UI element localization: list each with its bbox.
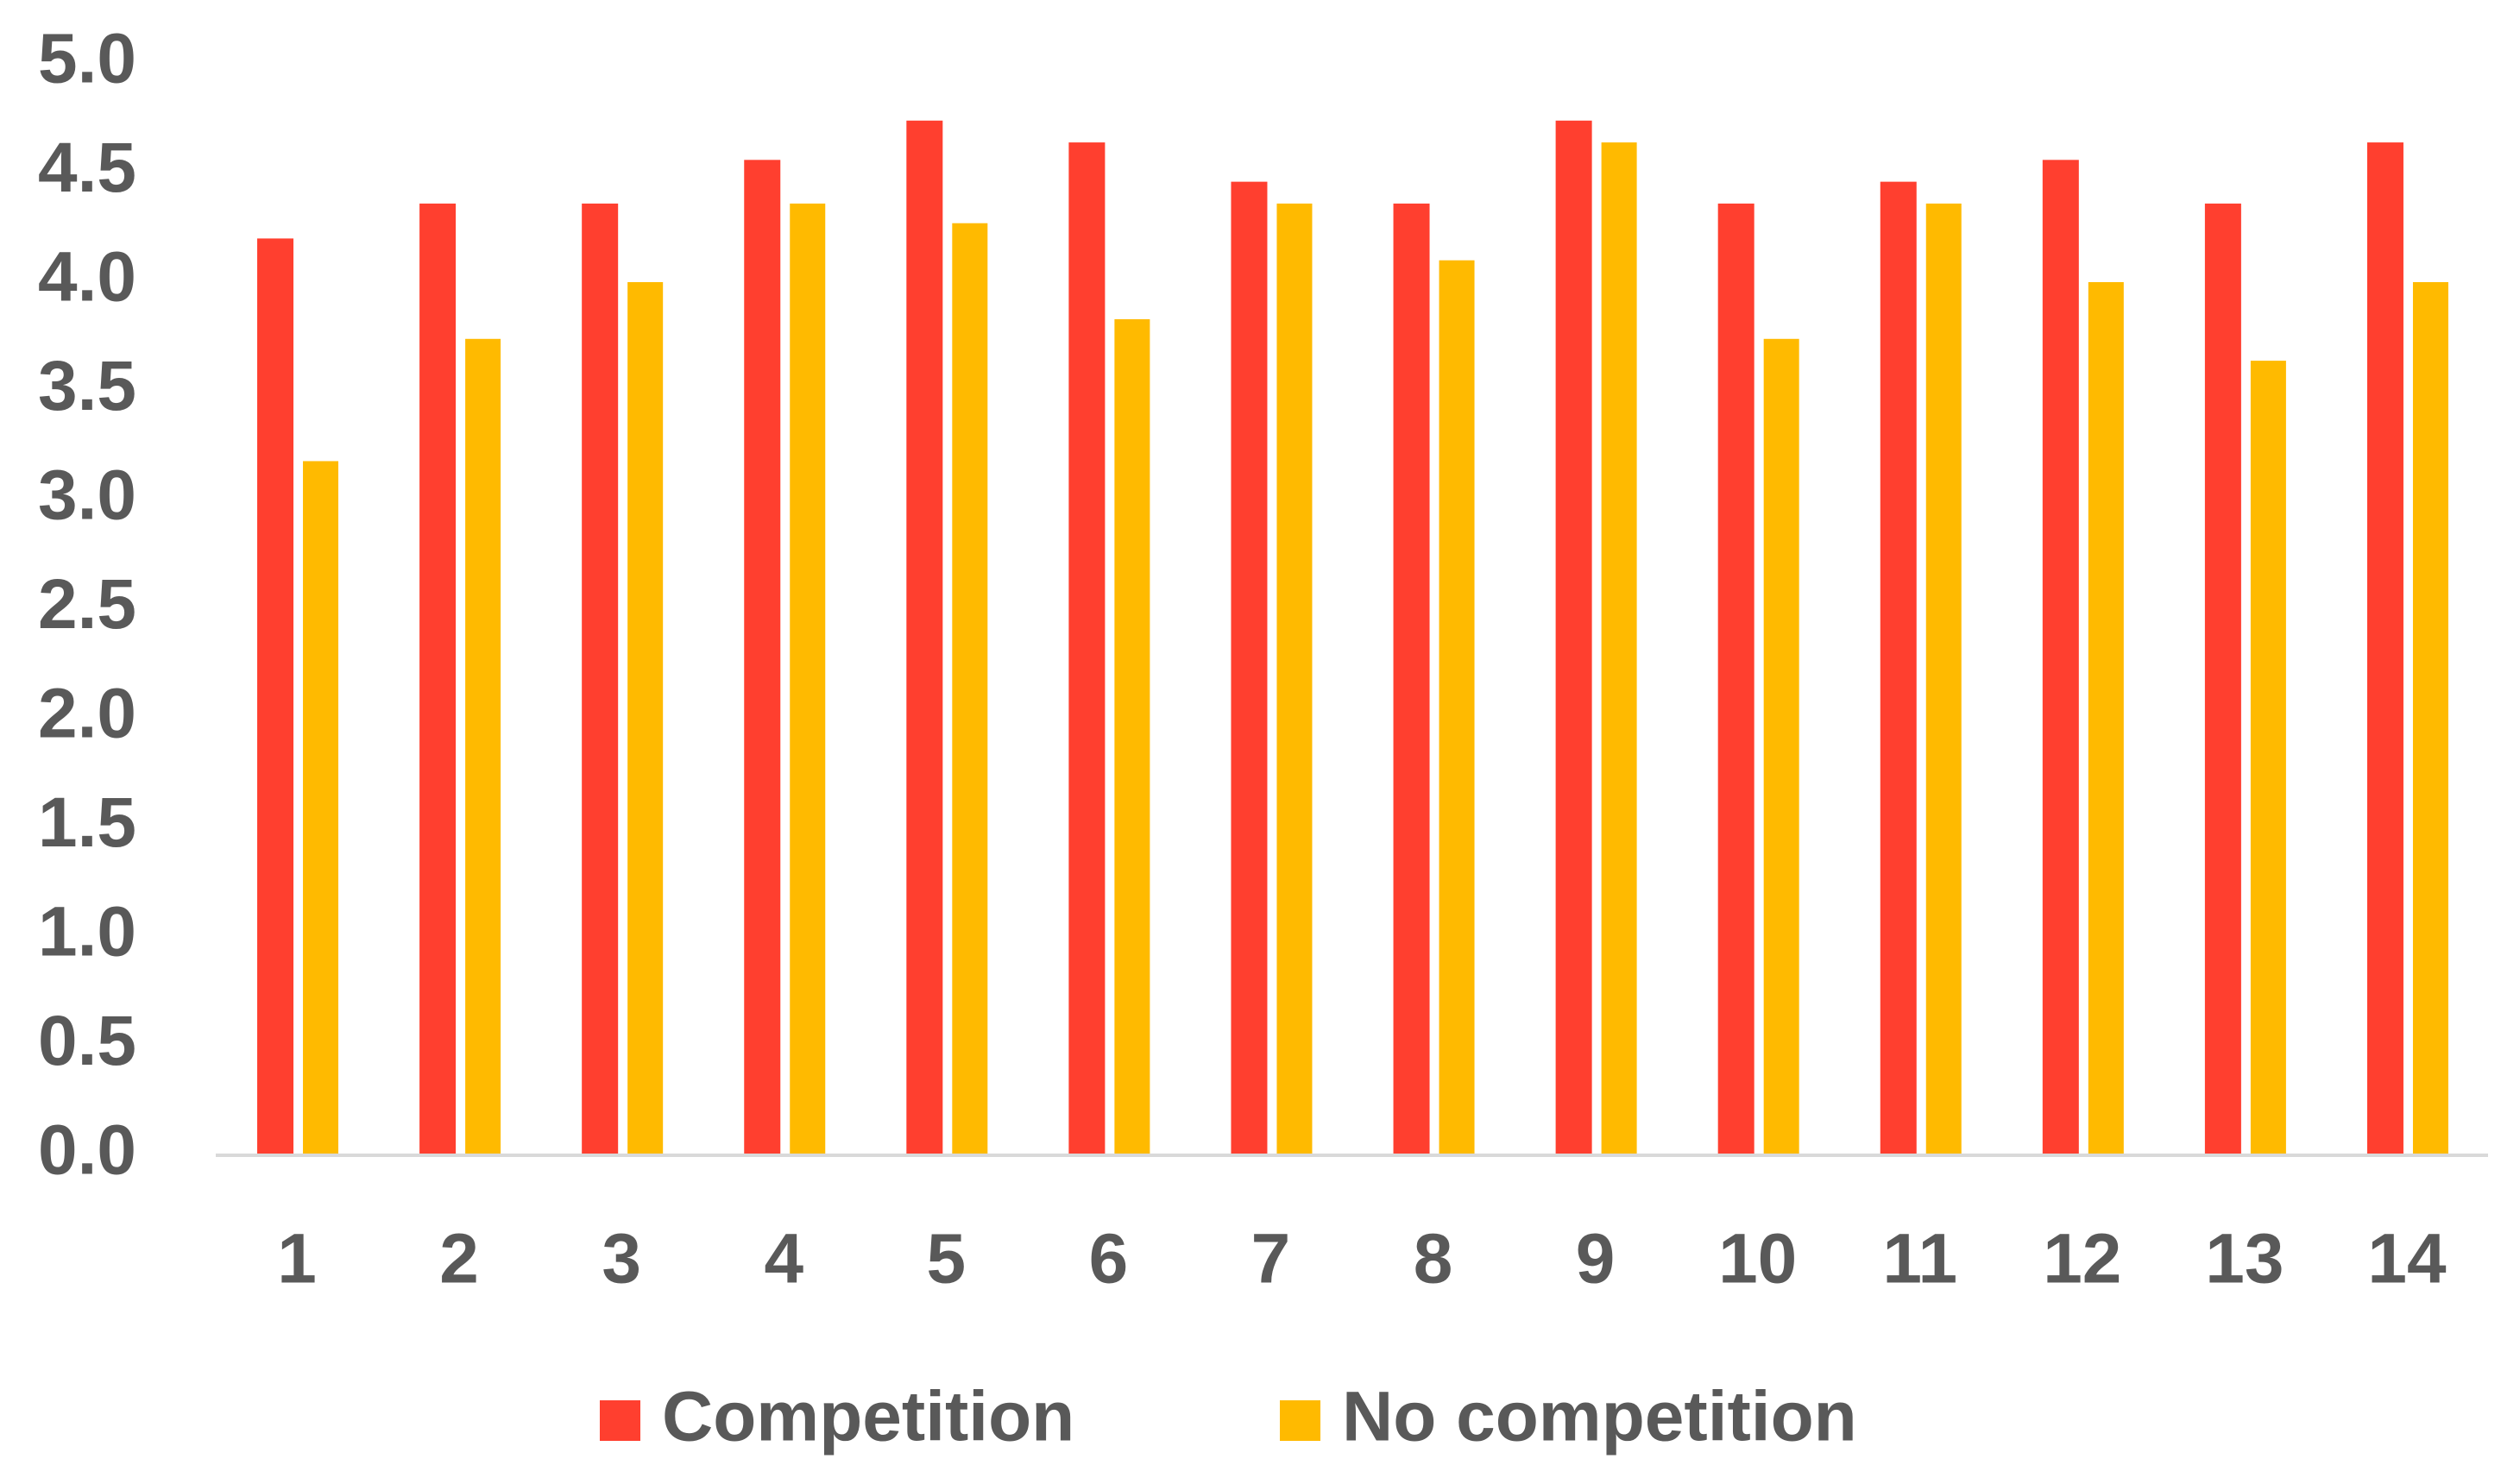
bar — [1717, 203, 1754, 1155]
bar — [303, 461, 339, 1155]
y-tick-label: 1.5 — [38, 783, 136, 862]
y-tick-label: 2.0 — [38, 675, 136, 753]
x-tick-label: 6 — [1089, 1220, 1129, 1298]
bar — [1763, 338, 1799, 1155]
bar — [1555, 120, 1592, 1155]
bar — [906, 120, 943, 1155]
bar — [2250, 361, 2286, 1156]
x-tick-label: 2 — [439, 1220, 479, 1298]
x-tick-label: 14 — [2367, 1220, 2447, 1298]
bar — [2366, 142, 2403, 1156]
x-tick-label: 5 — [927, 1220, 967, 1298]
bar — [2412, 282, 2448, 1155]
bar — [1601, 142, 1637, 1156]
bar — [744, 160, 781, 1155]
bar — [2088, 282, 2124, 1155]
y-tick-label: 5.0 — [38, 20, 136, 98]
y-tick-label: 2.5 — [38, 565, 136, 644]
x-tick-label: 4 — [764, 1220, 803, 1298]
bar — [1231, 181, 1268, 1155]
x-tick-label: 13 — [2205, 1220, 2284, 1298]
x-tick-label: 8 — [1414, 1220, 1453, 1298]
bar — [1114, 319, 1150, 1155]
x-tick-label: 3 — [602, 1220, 641, 1298]
y-tick-label: 3.0 — [38, 456, 136, 535]
x-tick-label: 11 — [1882, 1220, 1957, 1298]
y-tick-label: 4.0 — [38, 238, 136, 317]
bar — [1439, 260, 1475, 1156]
x-tick-label: 7 — [1251, 1220, 1291, 1298]
bar — [2042, 160, 2079, 1155]
x-tick-label: 12 — [2043, 1220, 2121, 1298]
bar — [582, 203, 619, 1155]
bar — [2204, 203, 2241, 1155]
x-tick-label: 10 — [1718, 1220, 1797, 1298]
bar — [1880, 181, 1917, 1155]
bar — [1276, 203, 1313, 1155]
y-tick-label: 0.5 — [38, 1002, 136, 1080]
x-tick-label: 1 — [277, 1220, 317, 1298]
bar — [1068, 142, 1106, 1156]
bar — [627, 282, 664, 1155]
bar — [257, 238, 294, 1155]
x-tick-label: 9 — [1576, 1220, 1616, 1298]
y-tick-label: 4.5 — [38, 129, 136, 207]
legend-label: No competition — [1342, 1378, 1857, 1456]
bar — [419, 203, 457, 1155]
bar — [952, 223, 988, 1156]
y-tick-label: 3.5 — [38, 347, 136, 425]
y-tick-label: 0.0 — [38, 1111, 136, 1190]
bar — [1393, 203, 1430, 1155]
y-tick-label: 1.0 — [38, 893, 136, 972]
bar — [465, 338, 501, 1155]
bar — [790, 203, 826, 1155]
legend-swatch — [600, 1400, 640, 1441]
legend-swatch — [1280, 1400, 1320, 1441]
legend-label: Competition — [662, 1378, 1074, 1456]
bar — [1925, 203, 1962, 1155]
